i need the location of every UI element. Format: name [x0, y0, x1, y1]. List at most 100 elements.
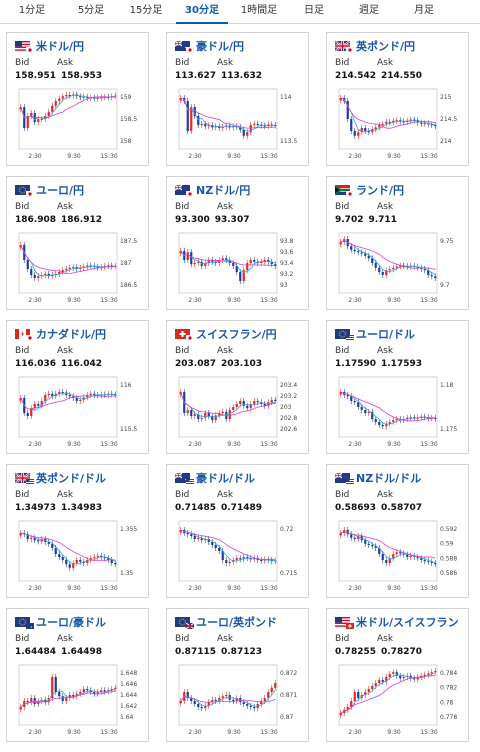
mini-chart[interactable]: 0.872 0.871 0.87 2:30 9:30 15:30 — [167, 661, 310, 743]
ask-label: Ask — [217, 58, 234, 68]
candle-body — [200, 417, 203, 419]
x-tick-label: 9:30 — [67, 585, 81, 592]
mini-chart[interactable]: 1.355 1.35 2:30 9:30 15:30 — [7, 517, 150, 599]
candle-body — [350, 396, 353, 401]
candle-body — [350, 534, 353, 538]
tab-4[interactable]: 1時間足 — [240, 5, 278, 16]
pair-name-link[interactable]: ユーロ/豪ドル — [36, 616, 107, 629]
mini-chart[interactable]: 0.592 0.59 0.588 0.586 2:30 9:30 15:30 — [327, 517, 470, 599]
candle-body — [430, 672, 433, 674]
pair-name-link[interactable]: NZドル/円 — [196, 184, 251, 197]
rate-card[interactable]: 豪ドル/ドル Bid Ask 0.71485 0.71489 0.72 0.715 2:30 9… — [166, 464, 309, 598]
pair-name-link[interactable]: 米ドル/円 — [36, 40, 85, 53]
candle-body — [221, 551, 224, 560]
ma-long-line — [180, 250, 276, 266]
candle-body — [33, 275, 36, 278]
card-header[interactable]: NZドル/ドル — [335, 471, 421, 485]
mini-chart[interactable]: 215 214.5 214 2:30 9:30 15:30 — [327, 85, 470, 167]
currency-flag-icon — [335, 329, 354, 341]
ask-label: Ask — [217, 634, 234, 644]
candle-body — [357, 132, 360, 136]
plot-area — [338, 88, 438, 150]
rate-card[interactable]: NZドル/円 Bid Ask 93.300 93.307 93.8 93.6 93.4 93.2… — [166, 176, 309, 310]
tab-5[interactable]: 日足 — [304, 5, 324, 16]
tab-7[interactable]: 月足 — [414, 5, 434, 16]
card-header[interactable]: 豪ドル/ドル — [175, 471, 255, 485]
mini-chart[interactable]: 114 113.5 2:30 9:30 15:30 — [167, 85, 310, 167]
rate-card[interactable]: ユーロ/英ポンド Bid Ask 0.87115 0.87123 0.872 0.871 0.… — [166, 608, 309, 742]
mini-chart[interactable]: 159 158.5 158 2:30 9:30 15:30 — [7, 85, 150, 167]
y-tick-label: 203.2 — [280, 393, 297, 400]
pair-name-link[interactable]: 米ドル/スイスフラン — [356, 616, 459, 629]
card-header[interactable]: 豪ドル/円 — [175, 39, 244, 53]
candle-body — [374, 419, 377, 422]
card-header[interactable]: NZドル/円 — [175, 183, 250, 197]
ask-label: Ask — [57, 490, 74, 500]
y-tick-label: 116 — [120, 382, 132, 389]
card-header[interactable]: ユーロ/円 — [15, 183, 84, 197]
timeframe-tabs: 1分足 5分足 15分足 30分足 1時間足 日足 週足 月足 — [0, 0, 480, 24]
candle-body — [186, 252, 189, 260]
pair-name-link[interactable]: 英ポンド/ドル — [36, 472, 107, 485]
mini-chart[interactable]: 203.4 203.2 203 202.8 202.6 2:30 9:30 15:30 — [167, 373, 310, 455]
mini-chart[interactable]: 0.784 0.782 0.78 0.778 2:30 9:30 15:30 — [327, 661, 470, 743]
candle-body — [388, 122, 391, 123]
bid-ask-labels: Bid Ask — [175, 346, 259, 356]
candle-body — [402, 553, 405, 555]
pair-name-link[interactable]: ランド/円 — [356, 184, 405, 197]
mini-chart[interactable]: 116 115.5 2:30 9:30 15:30 — [7, 373, 150, 455]
mini-chart[interactable]: 187.5 187 186.5 2:30 9:30 15:30 — [7, 229, 150, 311]
mini-chart[interactable]: 9.75 9.7 2:30 9:30 15:30 — [327, 229, 470, 311]
rate-card[interactable]: NZドル/ドル Bid Ask 0.58693 0.58707 0.592 0.59 0.58… — [326, 464, 469, 598]
card-header[interactable]: ユーロ/豪ドル — [15, 615, 106, 629]
ask-value: 203.103 — [221, 359, 262, 369]
card-header[interactable]: ランド/円 — [335, 183, 404, 197]
pair-name-link[interactable]: ユーロ/円 — [36, 184, 85, 197]
plot-area — [178, 88, 278, 150]
pair-name-link[interactable]: 英ポンド/円 — [356, 40, 416, 53]
candle-body — [58, 98, 61, 101]
tab-2[interactable]: 15分足 — [129, 5, 163, 16]
card-header[interactable]: 米ドル/スイスフラン — [335, 615, 459, 629]
rate-card[interactable]: 米ドル/スイスフラン Bid Ask 0.78255 0.78270 0.784 0.782… — [326, 608, 469, 742]
pair-name-link[interactable]: 豪ドル/ドル — [196, 472, 256, 485]
candle-body — [93, 692, 96, 694]
bid-ask-labels: Bid Ask — [335, 202, 419, 212]
rate-card[interactable]: ユーロ/円 Bid Ask 186.908 186.912 187.5 187 186.5 2:… — [6, 176, 149, 310]
candle-body — [378, 548, 381, 554]
tab-3[interactable]: 30分足 — [176, 0, 228, 24]
mini-chart[interactable]: 0.72 0.715 2:30 9:30 15:30 — [167, 517, 310, 599]
pair-name-link[interactable]: ユーロ/ドル — [356, 328, 416, 341]
rate-card[interactable]: カナダドル/円 Bid Ask 116.036 116.042 116 115.5 2:30 9… — [6, 320, 149, 454]
rate-card[interactable]: スイスフラン/円 Bid Ask 203.087 203.103 203.4 203.2 20… — [166, 320, 309, 454]
pair-name-link[interactable]: ユーロ/英ポンド — [196, 616, 278, 629]
mini-chart[interactable]: 93.8 93.6 93.4 93.2 93 2:30 9:30 15:30 — [167, 229, 310, 311]
card-header[interactable]: 米ドル/円 — [15, 39, 84, 53]
rate-card[interactable]: ユーロ/ドル Bid Ask 1.17590 1.17593 1.18 1.175 2:30 9… — [326, 320, 469, 454]
card-header[interactable]: ユーロ/英ポンド — [175, 615, 277, 629]
candle-body — [256, 261, 259, 263]
pair-name-link[interactable]: スイスフラン/円 — [196, 328, 277, 341]
card-header[interactable]: スイスフラン/円 — [175, 327, 277, 341]
pair-name-link[interactable]: NZドル/ドル — [356, 472, 422, 485]
card-header[interactable]: ユーロ/ドル — [335, 327, 415, 341]
tab-6[interactable]: 週足 — [359, 5, 379, 16]
pair-name-link[interactable]: カナダドル/円 — [36, 328, 107, 341]
mini-chart[interactable]: 1.18 1.175 2:30 9:30 15:30 — [327, 373, 470, 455]
tab-1[interactable]: 5分足 — [77, 5, 105, 16]
candle-body — [93, 557, 96, 559]
card-header[interactable]: カナダドル/円 — [15, 327, 106, 341]
pair-name-link[interactable]: 豪ドル/円 — [196, 40, 245, 53]
card-header[interactable]: 英ポンド/ドル — [15, 471, 106, 485]
rate-card[interactable]: ユーロ/豪ドル Bid Ask 1.64484 1.64498 1.648 1.646 1.6… — [6, 608, 149, 742]
mini-chart[interactable]: 1.648 1.646 1.644 1.642 1.64 2:30 9:30 15:30 — [7, 661, 150, 743]
candle-body — [204, 705, 207, 709]
card-header[interactable]: 英ポンド/円 — [335, 39, 415, 53]
candle-body — [253, 401, 256, 404]
rate-card[interactable]: 豪ドル/円 Bid Ask 113.627 113.632 114 113.5 2:30 9:3… — [166, 32, 309, 166]
rate-card[interactable]: 英ポンド/円 Bid Ask 214.542 214.550 215 214.5 214 2:3… — [326, 32, 469, 166]
rate-card[interactable]: 米ドル/円 Bid Ask 158.951 158.953 159 158.5 158 2:30… — [6, 32, 149, 166]
tab-0[interactable]: 1分足 — [18, 5, 46, 16]
rate-card[interactable]: 英ポンド/ドル Bid Ask 1.34973 1.34983 1.355 1.35 2:30… — [6, 464, 149, 598]
rate-card[interactable]: ランド/円 Bid Ask 9.702 9.711 9.75 9.7 2:30 9:30 15:3… — [326, 176, 469, 310]
